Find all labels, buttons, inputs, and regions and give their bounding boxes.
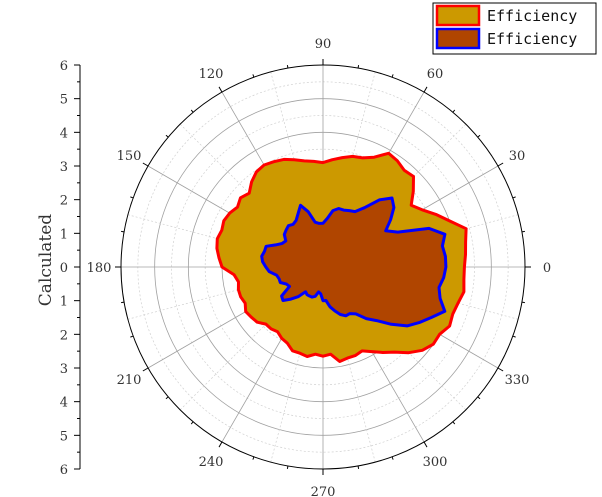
- angle-tick-label: 330: [505, 373, 530, 388]
- radial-tick-label: 4: [60, 126, 68, 141]
- legend: Efficiency Efficiency: [432, 2, 597, 55]
- angle-tick-label: 30: [509, 149, 526, 164]
- radial-tick-label: 3: [60, 160, 68, 175]
- angle-tick-mark: [497, 162, 504, 167]
- angle-tick-labels: 0 30 60 90 120 150 180 210 240 270 300 330: [87, 37, 552, 497]
- angle-tick-mark: [477, 396, 481, 400]
- angle-tick-mark: [130, 196, 134, 199]
- angle-tick-mark: [165, 134, 169, 138]
- radial-tick-label: 4: [60, 396, 68, 411]
- angle-tick-mark: [521, 301, 525, 304]
- angle-tick-mark: [512, 335, 516, 338]
- radial-tick-label: 3: [60, 362, 68, 377]
- angle-tick-mark: [391, 74, 394, 78]
- angle-tick-label: 90: [315, 37, 332, 52]
- angle-tick-mark: [477, 134, 481, 138]
- angle-tick-label: 270: [311, 485, 336, 497]
- angle-tick-mark: [452, 109, 456, 113]
- angle-tick-label: 300: [423, 455, 448, 470]
- y-axis-label: Calculated: [36, 214, 56, 307]
- radial-tick-label: 5: [60, 429, 68, 444]
- angle-tick-mark: [190, 421, 194, 425]
- legend-swatch-2: [435, 27, 481, 50]
- radial-tick-label: 2: [60, 328, 68, 343]
- radial-tick-label: 0: [60, 261, 68, 276]
- angle-tick-mark: [286, 465, 289, 469]
- angle-tick-label: 120: [199, 67, 224, 82]
- angle-tick-label: 0: [543, 261, 551, 276]
- angle-tick-label: 210: [117, 373, 142, 388]
- angle-tick-label: 60: [427, 67, 444, 82]
- angle-tick-mark: [121, 301, 125, 304]
- angle-tick-mark: [521, 230, 525, 233]
- angle-tick-mark: [218, 86, 223, 93]
- angle-tick-label: 180: [87, 261, 112, 276]
- legend-swatch-1: [435, 4, 481, 27]
- angle-tick-mark: [512, 196, 516, 199]
- radial-tick-label: 5: [60, 93, 68, 108]
- angle-tick-mark: [252, 74, 255, 78]
- angle-tick-mark: [286, 65, 289, 69]
- series-layer: [215, 151, 468, 363]
- angle-tick-mark: [357, 465, 360, 469]
- angle-tick-label: 150: [117, 149, 142, 164]
- angle-tick-mark: [423, 86, 428, 93]
- legend-label-1: Efficiency: [487, 7, 577, 25]
- series-area-2: [260, 196, 448, 328]
- radial-tick-label: 6: [60, 59, 68, 74]
- angle-tick-mark: [252, 456, 255, 460]
- angle-tick-mark: [130, 335, 134, 338]
- radial-tick-label: 1: [60, 227, 68, 242]
- angle-tick-mark: [391, 456, 394, 460]
- angle-tick-mark: [452, 421, 456, 425]
- angle-tick-mark: [357, 65, 360, 69]
- angle-tick-mark: [121, 230, 125, 233]
- legend-label-2: Efficiency: [487, 30, 577, 48]
- angle-tick-mark: [142, 162, 149, 167]
- angle-tick-label: 240: [199, 455, 224, 470]
- radial-tick-label: 6: [60, 463, 68, 478]
- radial-axis: 6 5 4 3 2 1 0 1 2 3 4 5 6: [60, 59, 81, 478]
- angle-tick-mark: [423, 441, 428, 448]
- angle-tick-mark: [497, 367, 504, 372]
- radial-tick-label: 1: [60, 295, 68, 310]
- radial-tick-label: 2: [60, 194, 68, 209]
- angle-tick-mark: [218, 441, 223, 448]
- angle-tick-mark: [142, 367, 149, 372]
- angle-tick-mark: [190, 109, 194, 113]
- angle-tick-mark: [165, 396, 169, 400]
